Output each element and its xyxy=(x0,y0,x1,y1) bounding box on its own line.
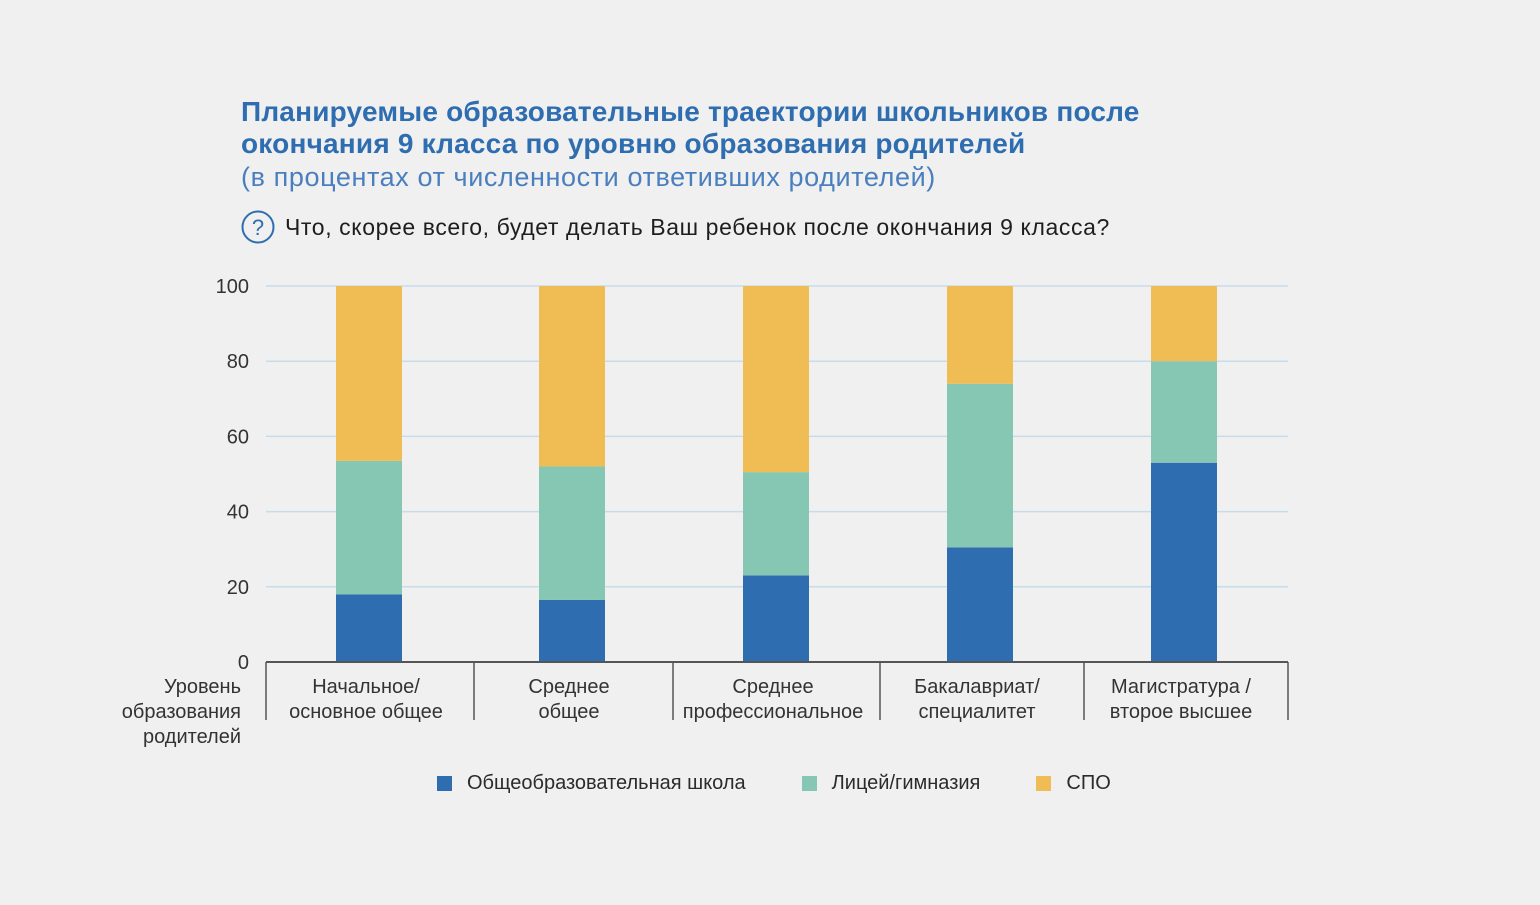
y-tick-label: 60 xyxy=(227,426,249,448)
bar-segment xyxy=(947,547,1013,662)
question-text: Что, скорее всего, будет делать Ваш ребе… xyxy=(285,213,1110,240)
question-circle-icon: ? xyxy=(241,210,275,244)
x-axis-title: образования xyxy=(122,701,241,723)
chart-legend: Общеобразовательная школа Лицей/гимназия С… xyxy=(437,772,1167,795)
legend-label: СПО xyxy=(1066,772,1111,794)
bar-segment xyxy=(1151,361,1217,463)
legend-swatch xyxy=(437,776,452,791)
x-tick-label: общее xyxy=(538,701,599,723)
bar-segment xyxy=(336,460,402,595)
x-tick-label: Среднее xyxy=(732,676,813,698)
legend-label: Общеобразовательная школа xyxy=(467,772,746,794)
bar-segment xyxy=(743,472,809,576)
legend-swatch xyxy=(801,776,817,791)
bar-segment xyxy=(947,383,1013,548)
bar-segment xyxy=(336,286,402,461)
y-tick-label: 100 xyxy=(216,276,249,298)
x-axis-title: Уровень xyxy=(164,676,241,698)
bar-segment xyxy=(539,466,605,600)
y-tick-label: 80 xyxy=(227,351,249,373)
x-tick-label: Начальное/ xyxy=(312,676,420,698)
legend-swatch xyxy=(1036,776,1052,791)
bar-segment xyxy=(947,286,1013,384)
x-tick-label: Бакалавриат/ xyxy=(914,676,1040,698)
bar-segment xyxy=(1151,286,1217,362)
chart-subtitle: (в процентах от численности ответивших р… xyxy=(241,162,936,192)
legend-item: СПО xyxy=(1036,772,1111,795)
chart-title-line-1: Планируемые образовательные траектории ш… xyxy=(241,96,1140,127)
bar-segment xyxy=(539,286,605,467)
bar-segment xyxy=(1151,462,1217,662)
x-tick-label: основное общее xyxy=(289,701,443,723)
svg-text:?: ? xyxy=(252,215,264,240)
bar-segment xyxy=(743,286,809,473)
x-tick-label: профессиональное xyxy=(683,701,864,723)
x-tick-label: Среднее xyxy=(528,676,609,698)
x-axis-title: родителей xyxy=(143,726,241,748)
bar-segment xyxy=(336,594,402,662)
bar-segment xyxy=(743,575,809,662)
x-tick-label: специалитет xyxy=(918,701,1035,723)
bar-segment xyxy=(539,599,605,662)
chart-title-block: Планируемые образовательные траектории ш… xyxy=(241,96,1341,194)
y-tick-label: 0 xyxy=(238,652,249,674)
y-tick-label: 20 xyxy=(227,577,249,599)
survey-question: ? Что, скорее всего, будет делать Ваш ре… xyxy=(241,207,1110,247)
legend-label: Лицей/гимназия xyxy=(831,772,981,794)
legend-item: Лицей/гимназия xyxy=(801,772,981,795)
x-tick-label: второе высшее xyxy=(1110,701,1252,723)
x-tick-label: Магистратура / xyxy=(1111,676,1251,698)
y-tick-label: 40 xyxy=(227,502,249,524)
chart-title-line-2: окончания 9 класса по уровню образования… xyxy=(241,128,1026,159)
legend-item: Общеобразовательная школа xyxy=(437,772,746,795)
